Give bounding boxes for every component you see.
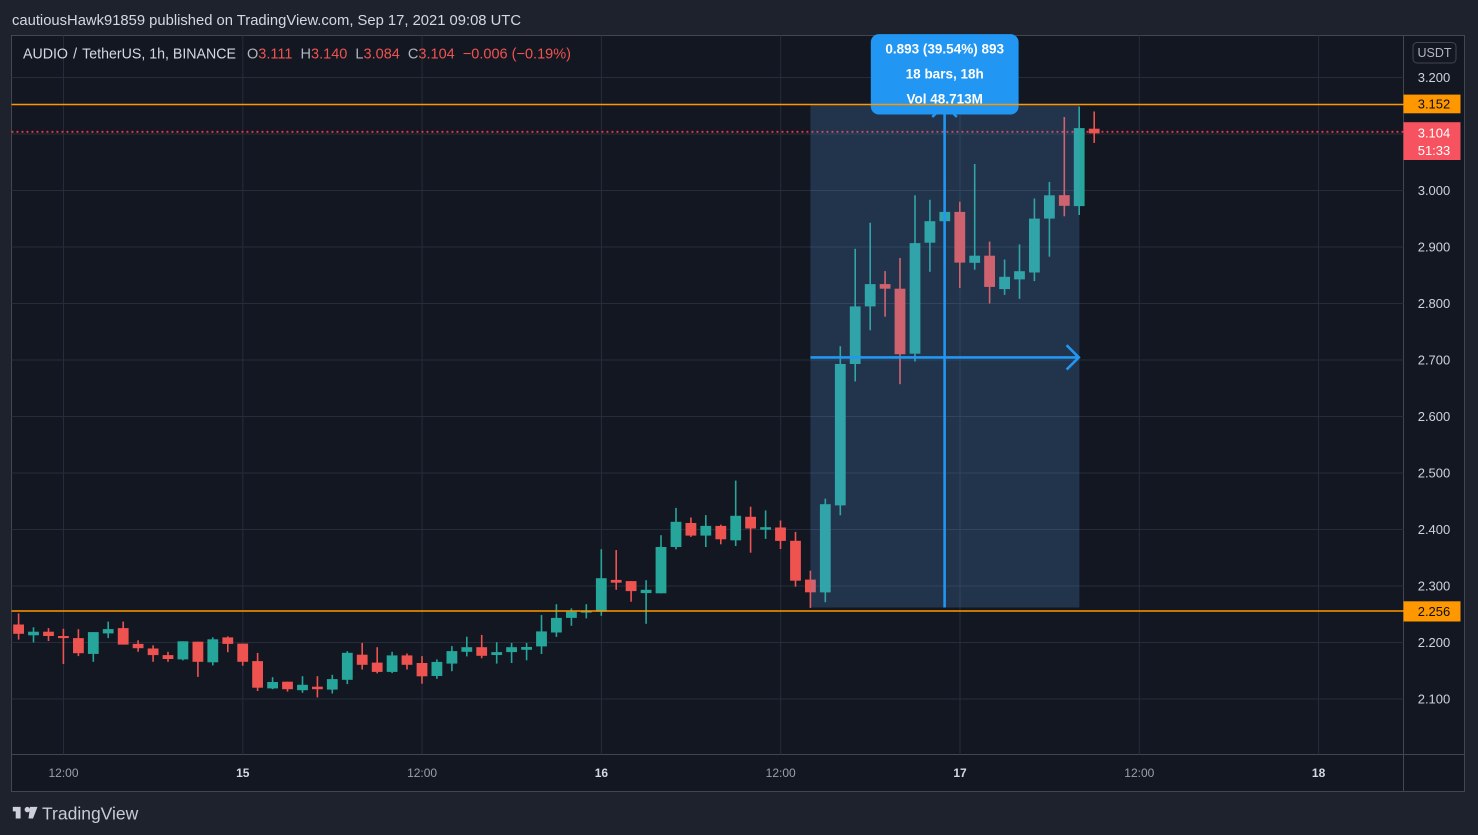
svg-text:2.800: 2.800	[1418, 296, 1451, 311]
svg-text:2.256: 2.256	[1418, 604, 1451, 619]
svg-text:12:00: 12:00	[1124, 766, 1154, 780]
svg-text:cautiousHawk91859 published on: cautiousHawk91859 published on TradingVi…	[12, 12, 521, 29]
svg-text:2.700: 2.700	[1418, 353, 1451, 368]
svg-text:51:33: 51:33	[1418, 143, 1451, 158]
svg-text:15: 15	[236, 766, 250, 780]
svg-text:3.200: 3.200	[1418, 70, 1451, 85]
svg-text:AUDIO / TetherUS, 1h, BINANC: AUDIO / TetherUS, 1h, BINANCE	[23, 46, 236, 63]
svg-text:17: 17	[953, 766, 967, 780]
svg-text:2.100: 2.100	[1418, 692, 1451, 707]
svg-text:USDT: USDT	[1417, 46, 1451, 60]
svg-text:TradingView: TradingView	[42, 803, 139, 823]
svg-text:2.400: 2.400	[1418, 522, 1451, 537]
svg-text:18: 18	[1312, 766, 1326, 780]
svg-text:2.900: 2.900	[1418, 240, 1451, 255]
svg-text:0.893 (39.54%) 893: 0.893 (39.54%) 893	[885, 42, 1004, 57]
svg-text:2.600: 2.600	[1418, 409, 1451, 424]
svg-text:2.200: 2.200	[1418, 635, 1451, 650]
svg-text:16: 16	[595, 766, 609, 780]
svg-text:Vol 48.713M: Vol 48.713M	[907, 92, 983, 107]
svg-text:12:00: 12:00	[48, 766, 78, 780]
svg-text:3.000: 3.000	[1418, 183, 1451, 198]
svg-text:2.500: 2.500	[1418, 466, 1451, 481]
svg-text:3.104: 3.104	[1418, 125, 1451, 140]
svg-text:12:00: 12:00	[766, 766, 796, 780]
svg-text:2.300: 2.300	[1418, 579, 1451, 594]
svg-text:18 bars, 18h: 18 bars, 18h	[906, 67, 984, 82]
svg-text:3.152: 3.152	[1418, 97, 1451, 112]
svg-text:O3.111 H3.140 L3.084 C3.104: O3.111 H3.140 L3.084 C3.104 −0.006 (−0.1…	[247, 46, 571, 63]
svg-text:12:00: 12:00	[407, 766, 437, 780]
